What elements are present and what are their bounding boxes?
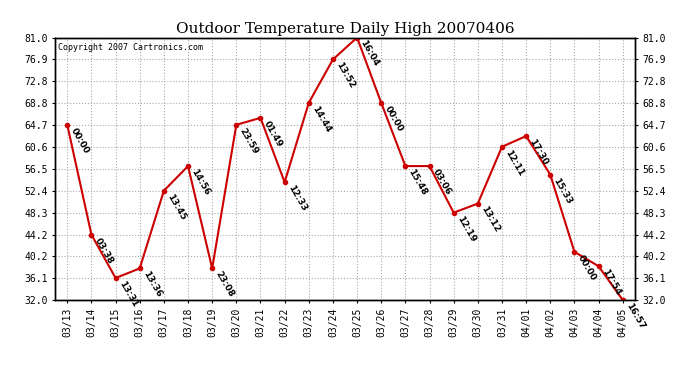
Text: 03:06: 03:06 [431,168,453,196]
Text: 01:49: 01:49 [262,119,284,148]
Text: 12:19: 12:19 [455,214,477,243]
Text: 23:08: 23:08 [214,270,235,299]
Text: 00:00: 00:00 [383,104,404,133]
Text: 23:59: 23:59 [238,126,260,156]
Text: 00:00: 00:00 [69,126,90,155]
Text: 13:12: 13:12 [480,205,502,234]
Text: 14:44: 14:44 [310,104,333,134]
Text: 13:31: 13:31 [117,279,139,309]
Text: 17:30: 17:30 [528,138,550,167]
Text: 13:36: 13:36 [141,270,164,299]
Title: Outdoor Temperature Daily High 20070406: Outdoor Temperature Daily High 20070406 [176,22,514,36]
Text: 16:57: 16:57 [624,302,647,331]
Text: 16:04: 16:04 [359,39,381,68]
Text: 00:00: 00:00 [576,253,598,282]
Text: 03:38: 03:38 [93,236,115,265]
Text: Copyright 2007 Cartronics.com: Copyright 2007 Cartronics.com [58,43,203,52]
Text: 12:33: 12:33 [286,183,308,213]
Text: 13:45: 13:45 [166,192,188,222]
Text: 12:11: 12:11 [504,148,526,177]
Text: 15:33: 15:33 [552,176,574,206]
Text: 15:48: 15:48 [407,168,429,197]
Text: 17:54: 17:54 [600,268,622,297]
Text: 14:56: 14:56 [190,168,212,197]
Text: 13:52: 13:52 [335,61,357,90]
